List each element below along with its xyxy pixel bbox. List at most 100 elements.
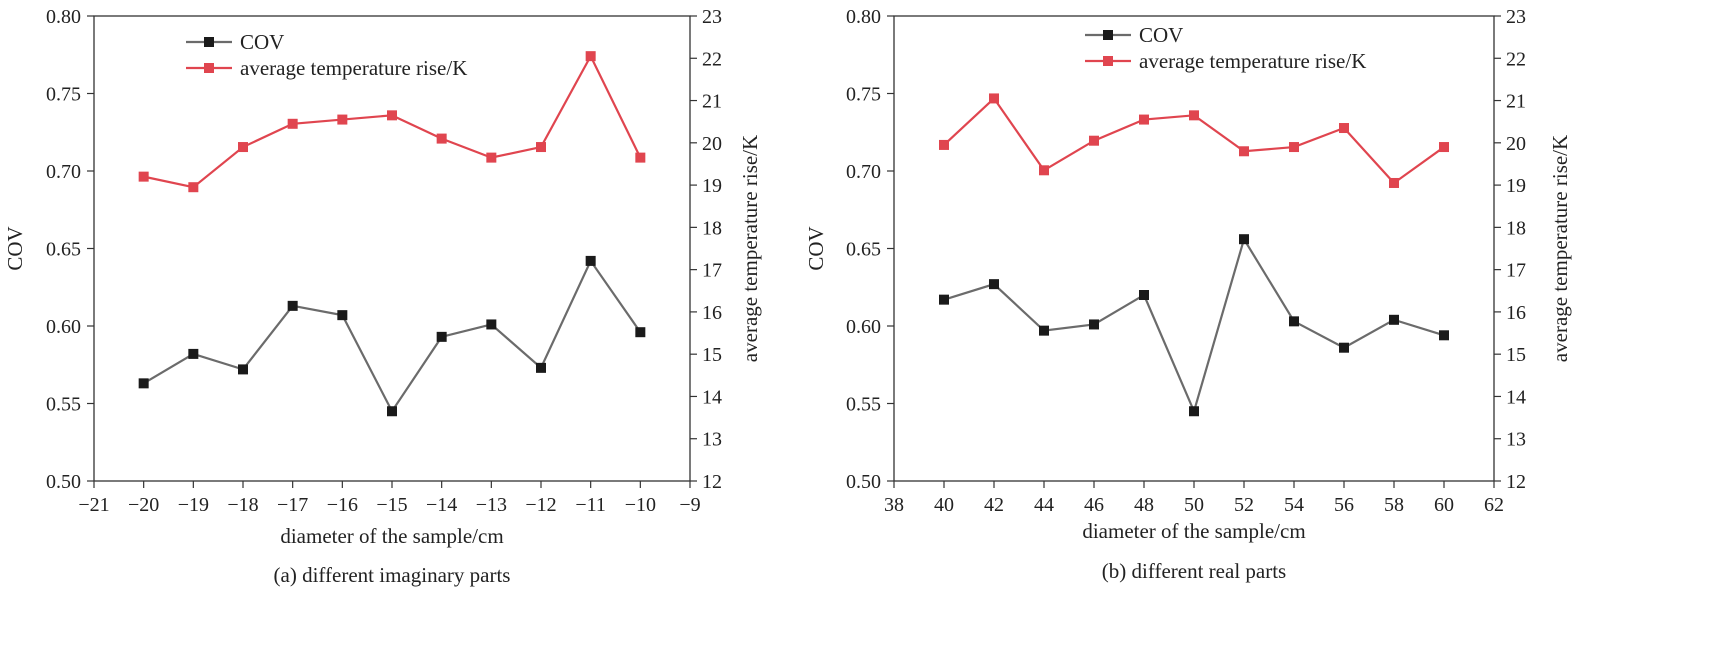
y-right-axis-title: average temperature rise/K [1548, 135, 1572, 362]
legend-marker-temperature [204, 63, 214, 73]
data-point-cov [1439, 330, 1449, 341]
legend-label-temperature: average temperature rise/K [240, 56, 467, 80]
chart-caption: (a) different imaginary parts [274, 563, 511, 587]
y-left-tick-label: 0.75 [46, 84, 81, 106]
chart-panel-a: −21 −20 −19 −18 −17 −16 −15 −14 −13 −12 −11 −10 −9 0.… [3, 6, 762, 587]
data-point-temperature [1389, 177, 1399, 188]
y-right-tick-label: 23 [1506, 6, 1526, 28]
y-right-tick-label: 21 [702, 91, 722, 113]
y-left-tick-label: 0.50 [46, 471, 81, 493]
y-left-tick-label: 0.80 [846, 6, 881, 28]
y-right-tick-label: 12 [702, 471, 722, 493]
x-tick-label: −13 [476, 494, 507, 516]
data-point-temperature [387, 110, 397, 121]
y-right-tick-label: 14 [702, 386, 722, 408]
data-point-cov [287, 300, 298, 311]
data-point-cov [1139, 290, 1149, 300]
data-point-temperature [337, 114, 348, 125]
data-point-cov [1089, 319, 1099, 330]
data-point-cov [1389, 314, 1399, 325]
data-point-temperature [1089, 135, 1099, 146]
y-left-tick-label: 0.65 [46, 239, 81, 261]
data-point-cov [138, 378, 149, 389]
legend-marker-temperature [1103, 56, 1113, 66]
legend-label-cov: COV [1139, 23, 1183, 47]
legend-marker-cov [1103, 30, 1113, 40]
y-right-tick-label: 21 [1506, 91, 1526, 113]
data-point-temperature [1039, 165, 1049, 176]
y-right-tick-label: 16 [702, 302, 722, 324]
chart-caption: (b) different real parts [1102, 559, 1286, 583]
x-tick-label: −10 [625, 494, 656, 516]
data-point-cov [536, 362, 546, 373]
x-tick-label: −18 [227, 494, 258, 516]
y-right-tick-label: 18 [702, 217, 722, 239]
y-right-tick-label: 19 [702, 175, 722, 197]
x-tick-label: 42 [984, 494, 1004, 516]
x-tick-label: −15 [376, 494, 407, 516]
data-point-cov [1039, 325, 1049, 336]
y-right-axis-title: average temperature rise/K [738, 135, 762, 362]
x-tick-label: −14 [426, 494, 457, 516]
legend-label-cov: COV [240, 30, 284, 54]
y-left-tick-label: 0.50 [846, 471, 881, 493]
x-tick-label: 60 [1434, 494, 1454, 516]
y-right-tick-label: 18 [1506, 217, 1526, 239]
x-tick-label: −19 [178, 494, 209, 516]
data-point-cov [188, 348, 199, 359]
data-point-temperature [1139, 114, 1149, 125]
x-tick-label: 62 [1484, 494, 1504, 516]
y-left-tick-label: 0.70 [846, 161, 881, 183]
data-point-temperature [138, 171, 149, 182]
y-right-tick-label: 20 [1506, 133, 1526, 155]
data-point-temperature [436, 133, 447, 144]
x-tick-label: 44 [1034, 494, 1054, 516]
data-point-cov [436, 331, 447, 342]
legend-label-temperature: average temperature rise/K [1139, 49, 1366, 73]
y-right-tick-label: 16 [1506, 302, 1526, 324]
data-point-temperature [486, 152, 497, 163]
data-point-temperature [939, 139, 949, 150]
y-right-tick-label: 12 [1506, 471, 1526, 493]
y-left-tick-label: 0.60 [846, 316, 881, 338]
data-point-cov [939, 294, 949, 305]
x-axis-title: diameter of the sample/cm [1082, 519, 1305, 543]
y-right-tick-label: 20 [702, 133, 722, 155]
data-point-temperature [1439, 142, 1449, 153]
data-point-cov [337, 310, 348, 321]
y-left-tick-label: 0.55 [846, 394, 881, 416]
data-point-cov [387, 406, 397, 417]
data-point-cov [1289, 316, 1299, 327]
y-right-tick-label: 15 [702, 344, 722, 366]
data-point-temperature [1189, 110, 1199, 121]
data-point-temperature [1289, 142, 1299, 153]
x-tick-label: −11 [575, 494, 606, 516]
data-point-cov [238, 364, 248, 375]
y-left-tick-label: 0.80 [46, 6, 81, 28]
x-tick-label: 58 [1384, 494, 1404, 516]
data-point-temperature [1339, 123, 1349, 134]
data-point-cov [635, 327, 646, 338]
chart-panel-b: 38 40 42 44 46 48 50 52 54 56 58 60 62 0.50 0.55 0.60 0.… [804, 6, 1572, 583]
x-tick-label: −9 [679, 494, 700, 516]
series-line-cov [143, 258, 642, 414]
data-point-temperature [585, 51, 596, 62]
data-point-cov [1339, 342, 1349, 353]
x-tick-label: 46 [1084, 494, 1104, 516]
data-point-cov [486, 319, 497, 330]
y-right-tick-label: 22 [702, 48, 722, 70]
x-tick-label: 48 [1134, 494, 1154, 516]
data-point-temperature [287, 118, 298, 129]
x-tick-label: −20 [128, 494, 159, 516]
y-left-tick-label: 0.75 [846, 84, 881, 106]
data-point-temperature [989, 93, 999, 104]
data-point-cov [585, 255, 596, 266]
x-tick-label: −21 [78, 494, 109, 516]
data-point-cov [1189, 406, 1199, 417]
y-left-tick-label: 0.70 [46, 161, 81, 183]
data-point-temperature [1239, 146, 1249, 157]
y-right-tick-label: 23 [702, 6, 722, 28]
y-right-tick-label: 13 [702, 429, 722, 451]
series-line-cov [943, 236, 1445, 415]
